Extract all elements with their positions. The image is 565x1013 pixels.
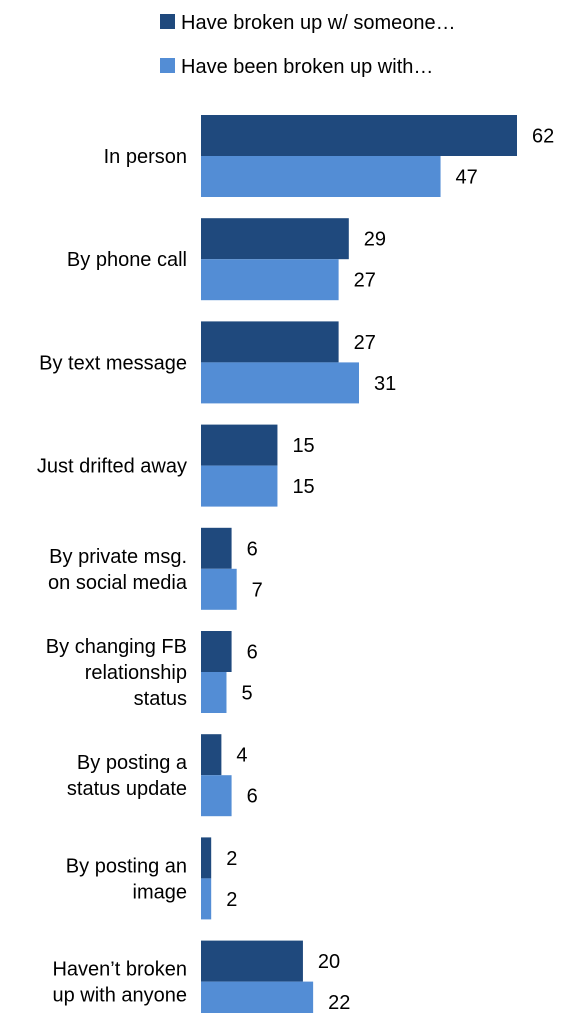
bar-series-1: [201, 878, 212, 920]
data-label: 6: [247, 642, 258, 664]
data-label: 15: [292, 435, 314, 457]
category-label: relationship: [85, 662, 187, 684]
category-label: By changing FB: [46, 636, 187, 658]
legend-label-1: Have been broken up with…: [181, 56, 433, 78]
category-label: In person: [104, 146, 187, 168]
bar-series-1: [201, 981, 314, 1013]
data-label: 29: [364, 229, 386, 251]
category-label: up with anyone: [52, 985, 187, 1007]
category-label: image: [133, 881, 187, 903]
data-label: 47: [456, 167, 478, 189]
bar-series-0: [201, 424, 278, 466]
category-label: status: [134, 688, 187, 710]
data-label: 27: [354, 332, 376, 354]
category-label: on social media: [48, 572, 188, 594]
category-label: status update: [67, 778, 187, 800]
category-label: By posting a: [77, 752, 188, 774]
data-label: 4: [236, 745, 247, 767]
data-label: 6: [247, 786, 258, 808]
data-label: 27: [354, 270, 376, 292]
legend-swatch-0: [160, 14, 175, 29]
data-label: 20: [318, 951, 340, 973]
data-label: 7: [252, 579, 263, 601]
category-label: Haven’t broken: [52, 959, 187, 981]
data-label: 31: [374, 373, 396, 395]
bar-series-0: [201, 218, 349, 260]
category-label: By phone call: [67, 249, 187, 271]
bar-series-1: [201, 156, 441, 197]
bar-series-1: [201, 465, 278, 507]
bar-series-0: [201, 115, 517, 156]
legend-label-0: Have broken up w/ someone…: [181, 12, 456, 34]
bar-series-1: [201, 672, 227, 713]
data-label: 2: [226, 848, 237, 870]
data-label: 22: [328, 992, 350, 1013]
category-label: Just drifted away: [37, 456, 187, 478]
bar-series-0: [201, 940, 303, 982]
category-label: By posting an: [66, 855, 187, 877]
bar-series-0: [201, 837, 212, 879]
legend: Have broken up w/ someone… Have been brok…: [160, 12, 456, 78]
data-label: 15: [292, 476, 314, 498]
data-label: 5: [241, 683, 252, 705]
legend-swatch-1: [160, 58, 175, 73]
category-label: By text message: [39, 352, 187, 374]
data-label: 6: [247, 538, 258, 560]
bar-series-0: [201, 527, 232, 569]
category-label: By private msg.: [49, 546, 187, 568]
data-label: 2: [226, 889, 237, 911]
bar-series-1: [201, 259, 339, 301]
bar-series-0: [201, 631, 232, 672]
bar-series-1: [201, 362, 359, 404]
bar-series-0: [201, 321, 339, 363]
bar-series-1: [201, 568, 237, 610]
bar-series-0: [201, 734, 222, 776]
data-label: 62: [532, 126, 554, 148]
bar-series-1: [201, 775, 232, 817]
